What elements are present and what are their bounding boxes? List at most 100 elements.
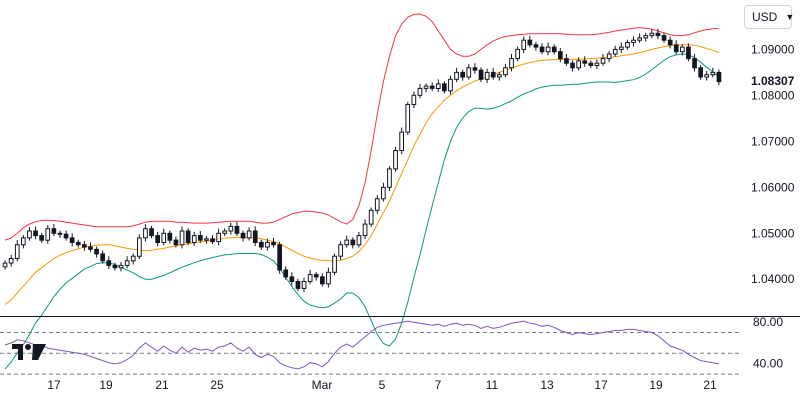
bollinger-lower-band [4, 53, 720, 370]
candle [252, 226, 258, 247]
candle [374, 195, 380, 214]
candle [680, 44, 685, 56]
currency-label: USD [752, 10, 778, 24]
time-tick-label: 5 [379, 378, 386, 392]
candle [478, 67, 484, 82]
candle [100, 250, 106, 264]
candle [2, 260, 8, 270]
time-tick-label: Mar [312, 378, 333, 392]
candle [612, 45, 618, 57]
candle [387, 166, 392, 191]
candle [545, 42, 551, 56]
candle [204, 236, 209, 244]
candle [75, 239, 81, 248]
candle [63, 230, 69, 241]
candle [643, 32, 649, 42]
candle [710, 67, 716, 78]
candle [704, 71, 710, 81]
candle [167, 230, 173, 244]
candle [344, 235, 350, 248]
candle [198, 231, 203, 243]
candle [551, 44, 557, 55]
currency-selector[interactable]: USD ▼ [744, 5, 795, 29]
candle [185, 228, 191, 246]
candle [130, 253, 136, 265]
axes-layer: 1.09000 1.08000 1.07000 1.06000 1.05000 1.040… [47, 42, 794, 392]
candle [137, 234, 142, 259]
candle [381, 182, 386, 202]
candle [118, 261, 124, 272]
candle [533, 42, 539, 51]
candle [155, 231, 161, 247]
candle [69, 233, 75, 247]
candle [466, 64, 472, 80]
candle [417, 83, 423, 99]
time-tick-label: 13 [540, 378, 554, 392]
candle [143, 224, 148, 242]
bollinger-bands-layer [4, 13, 720, 370]
candle [27, 227, 32, 241]
candle [661, 32, 667, 43]
candle [228, 222, 234, 235]
last-price-label: 1.08307 [751, 74, 795, 88]
candle [350, 237, 356, 249]
candle [88, 242, 93, 253]
candle [515, 46, 520, 62]
candle [606, 51, 612, 63]
candle [216, 228, 222, 246]
candle [14, 240, 20, 262]
candle [411, 91, 417, 109]
candle [368, 207, 374, 227]
candle [673, 40, 679, 55]
candle [637, 33, 642, 43]
chevron-down-icon: ▼ [785, 12, 795, 22]
candle [631, 36, 636, 47]
candle [393, 146, 398, 172]
candle [332, 253, 337, 276]
candle [39, 232, 44, 243]
time-tick-label: 19 [649, 378, 663, 392]
candle [405, 101, 411, 135]
candle [51, 224, 57, 236]
rsi-line [4, 320, 719, 370]
candle [106, 256, 112, 270]
candle [509, 54, 514, 72]
candle [356, 231, 362, 248]
price-tick-label: 1.05000 [751, 226, 795, 240]
candle [625, 39, 630, 50]
candle [173, 236, 179, 248]
candle [94, 246, 99, 258]
candle [33, 226, 38, 240]
time-tick-label: 21 [155, 378, 169, 392]
candle [600, 54, 606, 66]
candle [472, 63, 478, 74]
price-tick-label: 1.09000 [751, 42, 795, 56]
candle [277, 242, 282, 274]
candle [490, 67, 496, 80]
price-tick-label: 1.06000 [751, 180, 795, 194]
candle [124, 256, 130, 269]
candle [667, 36, 673, 49]
candle [619, 42, 624, 54]
candle [686, 43, 691, 62]
candle [576, 57, 581, 71]
candle [210, 235, 215, 245]
bollinger-upper-band [4, 13, 719, 241]
candle [558, 48, 563, 63]
tradingview-logo[interactable] [12, 340, 46, 362]
candle [362, 219, 368, 240]
candles-layer [2, 28, 722, 293]
candle [399, 127, 404, 155]
candle [307, 270, 313, 285]
candle [454, 67, 459, 82]
candle [442, 81, 447, 94]
candle [8, 254, 14, 267]
time-tick-label: 7 [435, 378, 442, 392]
candle [326, 267, 331, 288]
candle [161, 228, 167, 246]
candle [271, 237, 276, 248]
price-tick-label: 1.08000 [751, 88, 795, 102]
candle [265, 238, 270, 251]
